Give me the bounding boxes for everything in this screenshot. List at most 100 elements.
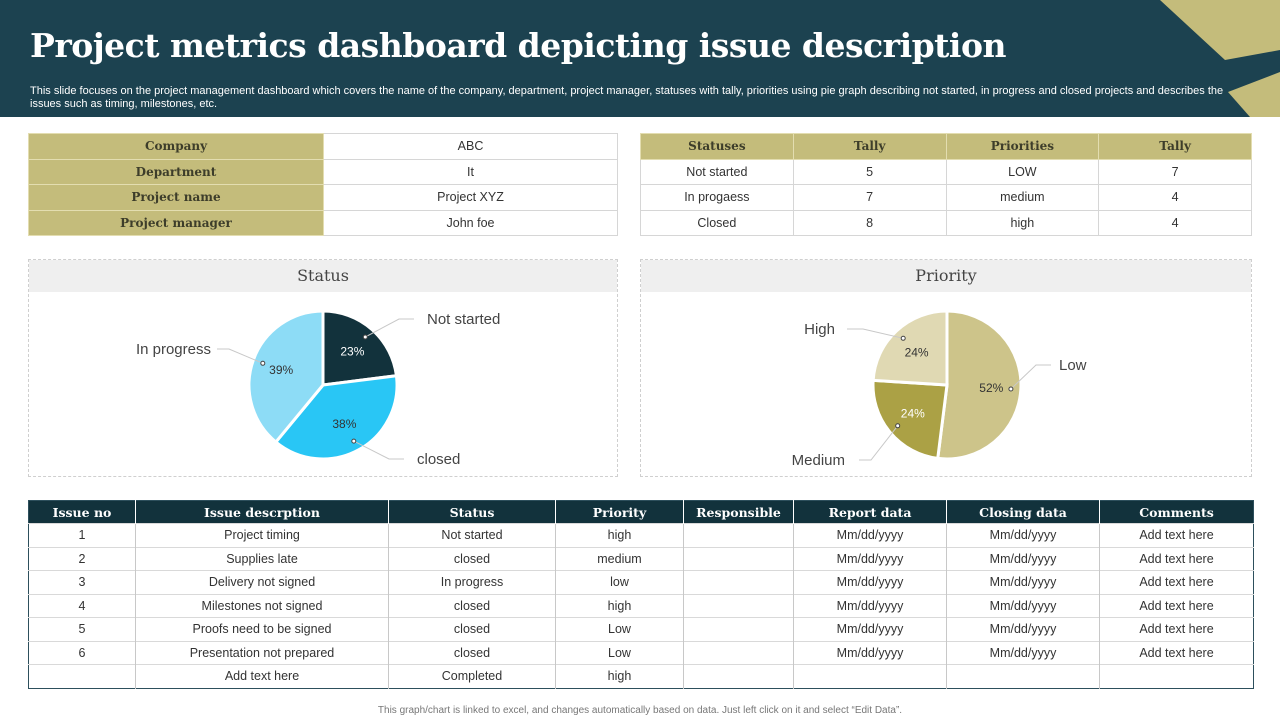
table-cell (683, 570, 794, 594)
table-cell: Mm/dd/yyyy (793, 523, 947, 547)
status-pie-chart[interactable]: 23% Not started 38% closed 39% In progress (29, 292, 617, 476)
table-row: 2 Supplies late closed medium Mm/dd/yyyy Mm/d… (28, 546, 1254, 571)
pie-leader-dot (351, 438, 357, 444)
table-cell: Add text here (1099, 523, 1254, 547)
table-row: Project manager John foe (28, 209, 618, 236)
pie-slice-not-started[interactable] (321, 309, 399, 387)
table-cell: Mm/dd/yyyy (793, 570, 947, 594)
table-row: 5 Proofs need to be signed closed Low Mm/dd/… (28, 617, 1254, 641)
page-subtitle: This slide focuses on the project manage… (30, 85, 1224, 110)
table-cell (946, 664, 1100, 688)
table-row: Department It (28, 158, 618, 185)
table-cell: Delivery not signed (135, 570, 389, 594)
table-cell: 4 (1098, 184, 1252, 211)
table-cell: Add text here (1099, 593, 1254, 618)
table-cell: Presentation not prepared (135, 640, 389, 665)
table-cell: Mm/dd/yyyy (793, 593, 947, 618)
pie-category-label: Not started (427, 311, 500, 328)
pie-leader-dot (260, 360, 266, 366)
table-cell: closed (388, 546, 556, 571)
table-row: Add text here Completed high (28, 664, 1254, 688)
table-cell (683, 640, 794, 665)
pie-data-label: 38% (332, 417, 356, 431)
table-cell: high (555, 523, 684, 547)
table-cell: 1 (28, 523, 136, 547)
pie-slice-medium[interactable] (871, 378, 949, 461)
table-row: Closed 8 high 4 (640, 209, 1252, 236)
pie-slice-closed[interactable] (273, 374, 399, 461)
project-info-table: Company ABC Department It Project name P… (28, 133, 618, 236)
pie-leader-dot (900, 335, 906, 341)
page-title: Project metrics dashboard depicting issu… (30, 26, 1006, 65)
tally-table: Statuses Tally Priorities Tally Not star… (640, 133, 1252, 236)
table-row: 6 Presentation not prepared closed Low Mm/dd… (28, 640, 1254, 665)
table-cell: Mm/dd/yyyy (946, 593, 1100, 618)
table-cell: Not started (640, 158, 794, 185)
priority-pie-chart[interactable]: 52% Low 24% Medium 24% High (641, 292, 1251, 476)
table-cell: Mm/dd/yyyy (793, 640, 947, 665)
pie-leader-line (353, 440, 404, 460)
pie-data-label: 24% (905, 346, 929, 360)
table-cell: medium (555, 546, 684, 571)
table-cell: Mm/dd/yyyy (793, 546, 947, 571)
table-cell: 7 (1098, 158, 1252, 185)
issues-table: Issue no Issue descrption Status Priority Re… (28, 500, 1254, 689)
table-row: 3 Delivery not signed In progress low Mm/dd/… (28, 570, 1254, 594)
table-cell: Proofs need to be signed (135, 617, 389, 641)
column-header: Priority (555, 500, 684, 524)
column-header: Responsible (683, 500, 794, 524)
pie-data-label: 24% (901, 406, 925, 420)
table-cell: 5 (792, 158, 947, 185)
table-cell: Low (555, 640, 684, 665)
corner-decoration-icon (1160, 0, 1280, 117)
table-cell: 2 (28, 546, 136, 571)
info-label: Company (28, 133, 324, 160)
table-cell: 6 (28, 640, 136, 665)
table-cell: Add text here (1099, 570, 1254, 594)
pie-leader-dot (1008, 386, 1014, 392)
pie-category-label: High (804, 321, 835, 338)
pie-slice-in-progress[interactable] (247, 309, 325, 445)
column-header: Report data (793, 500, 947, 524)
table-cell (683, 617, 794, 641)
pie-slice-low[interactable] (936, 309, 1023, 461)
table-cell: LOW (945, 158, 1100, 185)
table-cell: Add text here (1099, 546, 1254, 571)
column-header: Issue no (28, 500, 136, 524)
table-cell: Milestones not signed (135, 593, 389, 618)
table-row: In progaess 7 medium 4 (640, 184, 1252, 211)
table-cell: In progress (388, 570, 556, 594)
pie-data-label: 52% (979, 381, 1003, 395)
pie-leader-dot (362, 334, 368, 340)
info-value: Project XYZ (323, 184, 618, 211)
table-cell (683, 664, 794, 688)
table-row: 4 Milestones not signed closed high Mm/dd/yy… (28, 593, 1254, 618)
table-cell: Mm/dd/yyyy (946, 640, 1100, 665)
table-cell: high (555, 664, 684, 688)
column-header: Issue descrption (135, 500, 389, 524)
table-cell: Add text here (1099, 617, 1254, 641)
priority-chart-title: Priority (641, 260, 1251, 292)
table-cell: 3 (28, 570, 136, 594)
table-cell: Project timing (135, 523, 389, 547)
table-cell: Mm/dd/yyyy (793, 617, 947, 641)
table-header-row: Issue no Issue descrption Status Priority Re… (28, 500, 1254, 524)
pie-leader-line (1010, 364, 1051, 390)
pie-leader-dot (895, 423, 901, 429)
footnote: This graph/chart is linked to excel, and… (377, 705, 903, 716)
table-cell: Mm/dd/yyyy (946, 523, 1100, 547)
status-chart-title: Status (29, 260, 617, 292)
table-cell: Mm/dd/yyyy (946, 617, 1100, 641)
pie-category-label: Medium (792, 452, 845, 469)
table-row: Not started 5 LOW 7 (640, 158, 1252, 185)
table-cell (683, 593, 794, 618)
table-cell (28, 664, 136, 688)
pie-slice-high[interactable] (871, 309, 949, 387)
table-cell: 4 (1098, 209, 1252, 236)
table-cell: closed (388, 640, 556, 665)
table-cell: low (555, 570, 684, 594)
status-chart-panel: Status 23% Not started 38% closed 39% In prog… (28, 259, 618, 477)
table-cell: high (945, 209, 1100, 236)
info-label: Department (28, 158, 324, 185)
pie-leader-line (847, 328, 904, 339)
